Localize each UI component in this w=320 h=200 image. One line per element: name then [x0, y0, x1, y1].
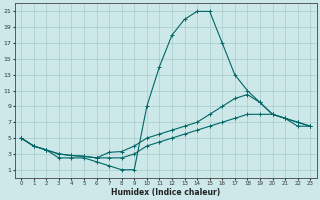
X-axis label: Humidex (Indice chaleur): Humidex (Indice chaleur) [111, 188, 220, 197]
